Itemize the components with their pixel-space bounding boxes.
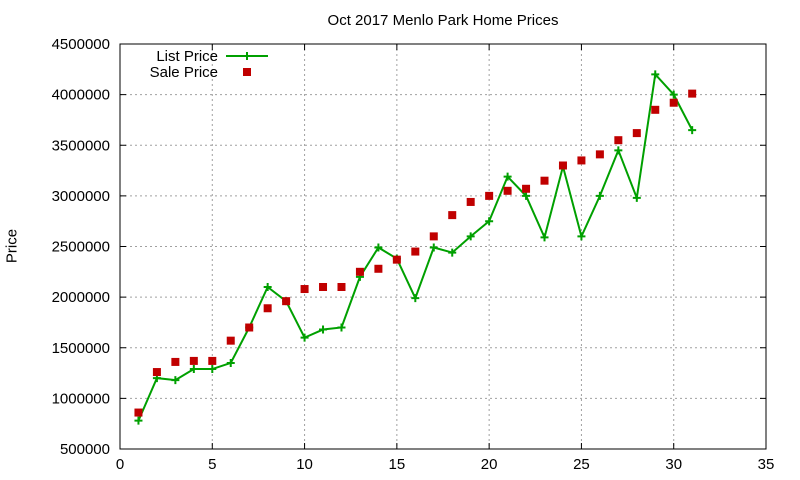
sale-price-point: [558, 161, 567, 170]
list-price-point: [374, 243, 383, 252]
sale-price-point: [300, 285, 309, 294]
sale-price-point: [392, 255, 401, 264]
y-tick-label: 3000000: [52, 188, 110, 205]
legend-label-list-price: List Price: [156, 48, 218, 65]
sale-price-point: [485, 191, 494, 200]
legend-marker-sale-price: [243, 68, 251, 76]
y-tick-label: 500000: [60, 441, 110, 458]
y-tick-label: 4500000: [52, 36, 110, 53]
series: [134, 70, 697, 425]
sale-price-point: [651, 105, 660, 114]
sale-price-point: [577, 156, 586, 165]
list-price-point: [485, 217, 494, 226]
list-price-point: [134, 416, 143, 425]
legend-label-sale-price: Sale Price: [150, 64, 218, 81]
chart-title: Oct 2017 Menlo Park Home Prices: [327, 12, 559, 29]
legend-marker-list-price: [243, 52, 251, 60]
list-price-point: [411, 294, 420, 303]
x-tick-label: 30: [665, 456, 682, 473]
list-price-point: [171, 376, 180, 385]
y-tick-label: 1000000: [52, 390, 110, 407]
sale-price-point: [688, 89, 697, 98]
sale-price-point: [171, 357, 180, 366]
x-tick-label: 10: [296, 456, 313, 473]
x-tick-label: 15: [389, 456, 406, 473]
list-price-point: [300, 333, 309, 342]
x-tick-label: 5: [208, 456, 216, 473]
list-price-point: [651, 70, 660, 79]
sale-price-point: [245, 323, 254, 332]
sale-price-point: [522, 184, 531, 193]
list-price-point: [614, 146, 623, 155]
y-tick-label: 4000000: [52, 87, 110, 104]
x-tick-label: 20: [481, 456, 498, 473]
list-price-point: [263, 283, 272, 291]
list-price-point: [522, 191, 531, 200]
sale-price-point: [466, 197, 475, 206]
list-price-point: [226, 358, 235, 367]
y-tick-label: 1500000: [52, 340, 110, 357]
sale-price-point: [152, 368, 161, 377]
sale-price-point: [429, 232, 438, 241]
list-price-point: [595, 191, 604, 200]
y-axis-label: Price: [3, 228, 21, 264]
sale-price-point: [282, 297, 291, 306]
sale-price-point: [319, 283, 328, 291]
list-price-point: [503, 172, 512, 181]
x-tick-label: 0: [116, 456, 124, 473]
x-tick-label: 25: [573, 456, 590, 473]
sale-price-point: [355, 267, 364, 276]
list-price-point: [669, 90, 678, 99]
list-price-point: [466, 232, 475, 241]
sale-price-point: [448, 211, 457, 220]
y-tick-label: 3500000: [52, 137, 110, 154]
sale-price-point: [337, 283, 346, 291]
list-price-point: [577, 232, 586, 241]
list-price-point: [319, 325, 328, 334]
list-price-point: [429, 243, 438, 252]
list-price-point: [540, 233, 549, 242]
sale-price-point: [669, 98, 678, 107]
list-price-point: [208, 365, 217, 374]
y-tick-label: 2000000: [52, 289, 110, 306]
sale-price-point: [263, 304, 272, 313]
list-price-point: [448, 248, 457, 257]
x-tick-label: 35: [758, 456, 775, 473]
sale-price-point: [411, 247, 420, 256]
sale-price-point: [374, 264, 383, 273]
sale-price-point: [540, 176, 549, 185]
sale-price-point: [614, 136, 623, 145]
sale-price-point: [226, 336, 235, 345]
list-price-point: [688, 126, 697, 135]
sale-price-point: [595, 150, 604, 159]
y-tick-label: 2500000: [52, 239, 110, 256]
list-price-point: [189, 365, 198, 374]
axis-ticks: 0 5 10 15 20 25 30 35 500000 1000000 1500000 200000…: [52, 36, 775, 473]
sale-price-point: [503, 186, 512, 195]
list-price-point: [337, 323, 346, 332]
sale-price-point: [189, 356, 198, 365]
sale-price-point: [632, 129, 641, 138]
list-price-point: [632, 193, 641, 202]
sale-price-point: [208, 356, 217, 365]
sale-price-point: [134, 408, 143, 417]
list-price-line: [137, 72, 694, 422]
grid: [120, 44, 766, 449]
